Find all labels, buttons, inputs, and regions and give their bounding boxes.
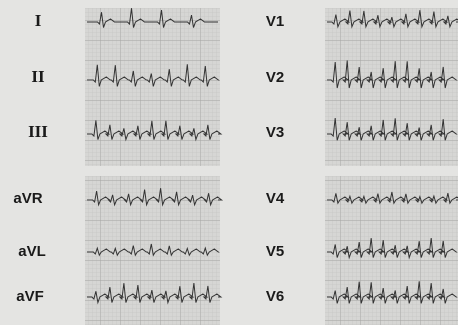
lead-label: V1 xyxy=(266,13,284,30)
lead-label: V2 xyxy=(266,69,284,86)
ecg-figure: I II III aVR aVL aVF V1 V2 V3 V4 V5 V6 xyxy=(0,0,458,325)
page: {"leads": { "limb": ["I", "II", "III"], … xyxy=(0,0,458,325)
lead-label: aVR xyxy=(13,190,42,207)
lead-label: V5 xyxy=(266,243,284,260)
grid-limb xyxy=(85,8,220,166)
grid-precordial-upper xyxy=(325,8,458,166)
lead-label: III xyxy=(28,122,48,141)
lead-label: V6 xyxy=(266,288,284,305)
lead-label: I xyxy=(35,11,42,30)
lead-label: aVF xyxy=(16,288,44,305)
lead-label: aVL xyxy=(18,243,46,260)
lead-label: II xyxy=(31,67,45,86)
lead-label: V3 xyxy=(266,124,284,141)
lead-label: V4 xyxy=(266,190,285,207)
